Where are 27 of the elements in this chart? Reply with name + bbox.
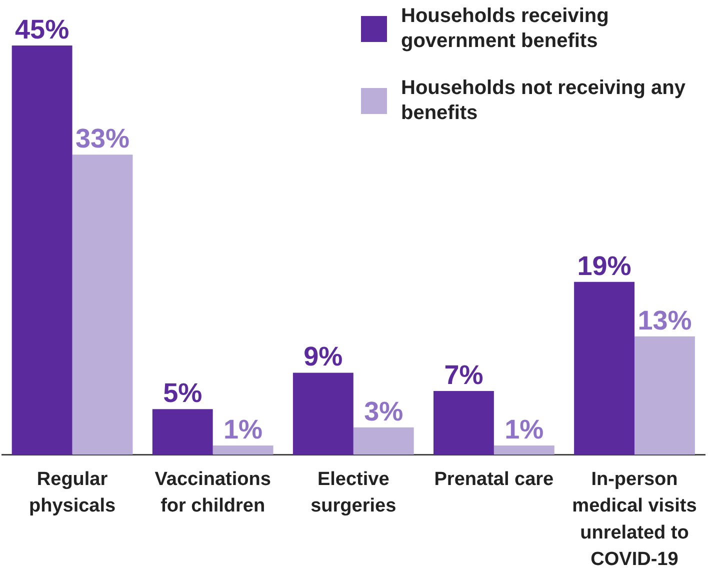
bar <box>12 45 72 455</box>
x-tick-label: Elective surgeries <box>310 469 396 517</box>
data-label: 33% <box>75 124 130 154</box>
x-tick-label: Regular physicals <box>28 469 116 517</box>
bar <box>72 154 133 455</box>
data-label: 45% <box>15 14 70 44</box>
data-label: 9% <box>304 342 343 372</box>
legend-label: Households not receiving any benefits <box>401 76 687 126</box>
data-label: 13% <box>638 305 692 336</box>
bar <box>212 446 274 455</box>
bar <box>434 390 494 455</box>
data-label: 1% <box>224 414 263 444</box>
data-label: 7% <box>444 360 484 390</box>
data-label: 1% <box>504 414 544 444</box>
x-tick-label: In-person medical visits unrelated to COVID-19 <box>572 469 697 570</box>
bar <box>152 409 213 455</box>
bar <box>494 446 554 455</box>
x-tick-label: Prenatal care <box>434 469 554 490</box>
bar <box>353 427 414 455</box>
x-tick-label: Vaccinations for children <box>154 469 271 517</box>
data-label: 3% <box>364 396 404 426</box>
bar <box>292 372 354 455</box>
data-label: 19% <box>577 250 632 281</box>
data-label: 5% <box>163 378 202 408</box>
legend-label: Households receiving government benefits <box>401 4 610 54</box>
bar <box>634 336 695 455</box>
bar <box>574 282 634 455</box>
